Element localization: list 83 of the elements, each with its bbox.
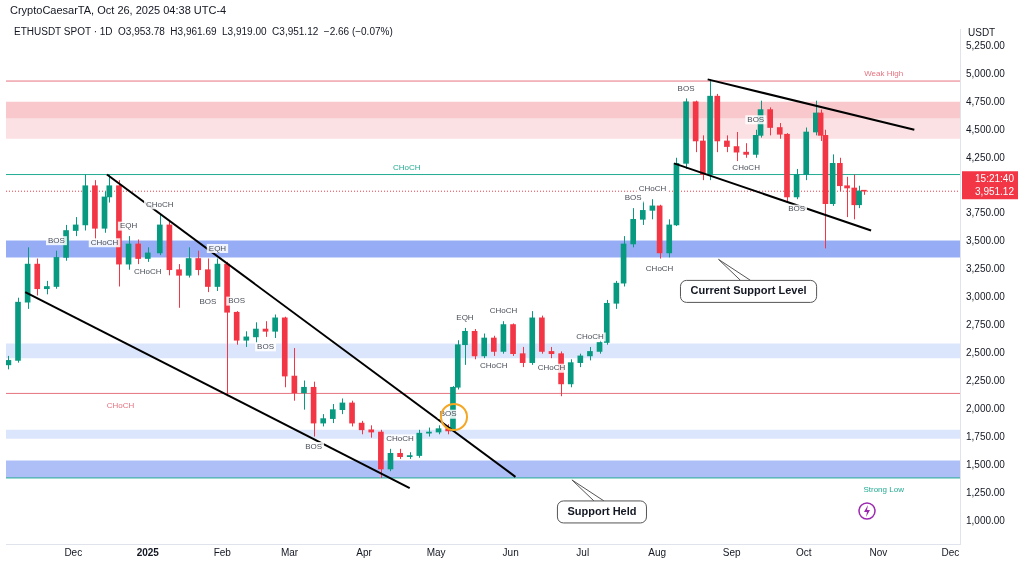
x-tick-label: 2025 bbox=[136, 546, 160, 558]
annotation: BOS bbox=[48, 235, 65, 245]
candlestick bbox=[253, 321, 259, 343]
y-tick-label: 1,000.00 bbox=[966, 515, 1006, 527]
annotation: BOS bbox=[677, 83, 695, 93]
x-tick-label: Oct bbox=[796, 546, 812, 558]
annotation: EQH bbox=[208, 243, 227, 253]
x-tick-label: Apr bbox=[356, 546, 373, 558]
y-tick-label: 2,000.00 bbox=[966, 403, 1006, 415]
x-tick-label: May bbox=[426, 546, 446, 558]
annotation: CHoCH bbox=[134, 267, 162, 277]
y-tick-label: 1,500.00 bbox=[966, 459, 1006, 471]
annotation: CHoCH bbox=[90, 237, 119, 247]
annotation: CHoCH bbox=[489, 306, 518, 316]
x-tick-label: Jun bbox=[502, 546, 519, 558]
candlestick bbox=[519, 346, 526, 368]
y-tick-label: 3,500.00 bbox=[966, 235, 1006, 247]
text: 15:21:40 bbox=[975, 172, 1015, 184]
y-tick-label: 1,750.00 bbox=[966, 431, 1006, 443]
y-tick-label: 3,750.00 bbox=[966, 207, 1006, 219]
chart-title: CryptoCaesarTA, Oct 26, 2025 04:38 UTC-4 bbox=[10, 4, 227, 16]
x-tick-label: Jul bbox=[576, 546, 590, 558]
y-tick-label: 4,750.00 bbox=[966, 95, 1006, 107]
ref-line-label: CHoCH bbox=[106, 400, 135, 410]
annotation: BOS bbox=[788, 204, 806, 214]
candlestick bbox=[272, 313, 278, 339]
annotation: BOS bbox=[305, 441, 323, 451]
annotation: CHoCH bbox=[732, 162, 761, 172]
y-tick-label: 4,250.00 bbox=[966, 151, 1006, 163]
annotation: BOS bbox=[624, 193, 642, 203]
candlestick bbox=[639, 200, 646, 226]
annotation: Current Support Level bbox=[690, 284, 807, 297]
ref-line-label: Weak High bbox=[864, 69, 904, 79]
x-tick-label: Dec bbox=[941, 546, 960, 558]
y-tick-label: 2,750.00 bbox=[966, 319, 1006, 331]
annotation: CHoCH bbox=[537, 363, 566, 373]
y-tick-label: 3,250.00 bbox=[966, 263, 1006, 275]
x-tick-label: Aug bbox=[648, 546, 667, 558]
y-tick-label: 5,250.00 bbox=[966, 39, 1006, 51]
y-tick-label: 4,500.00 bbox=[966, 123, 1006, 135]
candlestick bbox=[176, 263, 182, 309]
annotation: EQH bbox=[119, 221, 138, 231]
annotation: Support Held bbox=[567, 504, 637, 517]
annotation: CHoCH bbox=[645, 263, 674, 273]
annotation: CHoCH bbox=[638, 184, 667, 194]
chart-subtitle: ETHUSDT SPOT · 1D O3,953.78 H3,961.69 L3,919.00 C3,951.12 −2.66 (−0.07%) bbox=[14, 26, 393, 37]
y-tick-label: 1,250.00 bbox=[966, 487, 1006, 499]
x-tick-label: Nov bbox=[869, 546, 888, 558]
annotation: EQH bbox=[456, 313, 474, 323]
ref-line-label: 3,951.12 bbox=[975, 185, 1015, 197]
ref-line-label: Strong Low bbox=[863, 485, 905, 495]
candlestick bbox=[767, 106, 773, 136]
x-tick-label: Sep bbox=[722, 546, 742, 558]
annotation: BOS bbox=[257, 342, 274, 352]
y-tick-label: 3,000.00 bbox=[966, 291, 1006, 303]
x-tick-label: Dec bbox=[64, 546, 83, 558]
y-tick-label: 5,000.00 bbox=[966, 67, 1006, 79]
candlestick bbox=[490, 335, 497, 357]
annotation: CHoCH bbox=[146, 200, 174, 210]
candlestick bbox=[205, 258, 211, 293]
candlestick bbox=[481, 333, 488, 359]
y-tick-label: 2,250.00 bbox=[966, 375, 1006, 387]
ref-line-label: CHoCH bbox=[392, 162, 421, 172]
candlestick bbox=[135, 238, 141, 265]
candlestick bbox=[301, 380, 307, 411]
candlestick bbox=[349, 400, 355, 427]
candlestick bbox=[72, 216, 79, 237]
x-tick-label: Mar bbox=[280, 546, 299, 558]
candlestick bbox=[856, 185, 862, 209]
annotation: BOS bbox=[228, 296, 246, 306]
annotation: BOS bbox=[747, 114, 765, 124]
y-axis-title: USDT bbox=[968, 27, 996, 38]
candlestick bbox=[195, 250, 202, 276]
y-tick-label: 2,500.00 bbox=[966, 347, 1006, 359]
candlestick bbox=[416, 429, 423, 459]
x-tick-label: Feb bbox=[213, 546, 232, 558]
candlestick bbox=[329, 403, 336, 424]
annotation: CHoCH bbox=[576, 332, 604, 342]
annotation: CHoCH bbox=[386, 434, 415, 444]
candlestick bbox=[185, 246, 192, 279]
annotation: CHoCH bbox=[480, 361, 508, 371]
candlestick bbox=[567, 358, 574, 388]
annotation: BOS bbox=[199, 297, 217, 307]
